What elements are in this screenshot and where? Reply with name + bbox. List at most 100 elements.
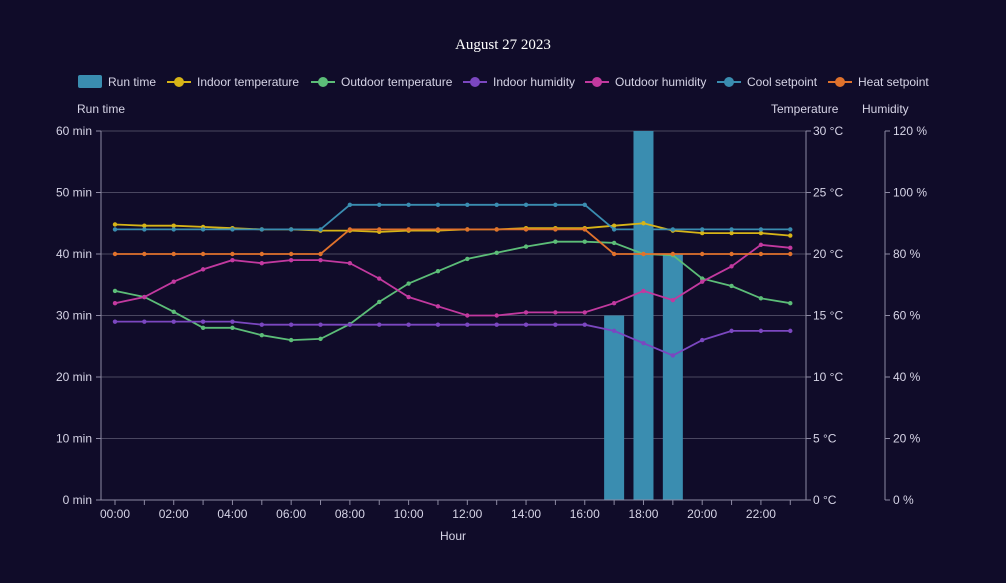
runtime-tick-label: 40 min	[56, 247, 92, 261]
indoor-humidity-point	[700, 337, 705, 343]
outdoor-humidity-point	[171, 279, 176, 284]
indoor-humidity-point	[611, 328, 617, 334]
indoor-humidity-point	[523, 322, 529, 327]
cool-setpoint-legend-marker	[724, 77, 734, 87]
cool-setpoint-point	[230, 227, 235, 232]
x-tick-label: 06:00	[276, 507, 306, 521]
outdoor-humidity-point	[700, 279, 705, 284]
outdoor-humidity-point	[670, 297, 676, 303]
temperature-tick-label: 0 °C	[813, 493, 837, 507]
outdoor-temperature-point	[523, 244, 529, 249]
x-tick-label: 20:00	[687, 507, 717, 521]
runtime-tick-label: 50 min	[56, 186, 92, 200]
outdoor-humidity-point	[641, 288, 646, 294]
cool-setpoint-point	[142, 227, 147, 232]
x-tick-label: 22:00	[746, 507, 776, 521]
indoor-humidity-legend-marker	[470, 77, 480, 87]
outdoor-temperature-point	[200, 325, 206, 330]
x-tick-label: 08:00	[335, 507, 365, 521]
cool-setpoint-point	[553, 202, 558, 207]
cool-setpoint-point	[465, 202, 470, 207]
outdoor-temperature-point	[230, 325, 235, 330]
indoor-humidity-point	[230, 319, 235, 324]
indoor-humidity-point	[465, 322, 470, 327]
runtime-tick-label: 0 min	[63, 493, 92, 507]
heat-setpoint-point	[142, 251, 147, 257]
indoor-humidity-point	[553, 322, 558, 327]
runtime-bar	[633, 131, 654, 500]
run-time-legend-swatch	[78, 75, 102, 88]
humidity-tick-label: 80 %	[893, 247, 921, 261]
heat-setpoint-line	[115, 228, 791, 255]
runtime-tick-label: 10 min	[56, 432, 92, 446]
heat-setpoint-legend-marker	[835, 77, 845, 87]
cool-setpoint-point	[582, 202, 587, 207]
runtime-tick-label: 20 min	[56, 370, 92, 384]
heat-setpoint-point	[347, 227, 353, 232]
cool-setpoint-point	[318, 227, 323, 232]
cool-setpoint-point	[259, 227, 264, 232]
heat-setpoint-legend-label: Heat setpoint	[858, 75, 929, 89]
cool-setpoint-point	[406, 202, 411, 207]
outdoor-temperature-point	[171, 309, 176, 315]
outdoor-humidity-point	[729, 264, 734, 269]
temperature-tick-label: 30 °C	[813, 124, 843, 138]
indoor-humidity-point	[494, 322, 499, 327]
outdoor-humidity-point	[230, 257, 235, 263]
indoor-humidity-point	[670, 353, 676, 358]
heat-setpoint-point	[200, 251, 206, 257]
heat-setpoint-point	[465, 227, 470, 232]
x-tick-label: 16:00	[570, 507, 600, 521]
cool-setpoint-point	[670, 227, 676, 232]
indoor-humidity-point	[142, 319, 147, 324]
x-tick-label: 14:00	[511, 507, 541, 521]
heat-setpoint-point	[700, 251, 705, 257]
indoor-temperature-point	[112, 222, 118, 227]
indoor-humidity-point	[288, 322, 294, 327]
cool-setpoint-point	[758, 227, 764, 232]
heat-setpoint-point	[377, 227, 382, 232]
indoor-humidity-point	[641, 340, 646, 346]
indoor-humidity-line	[115, 320, 791, 357]
temperature-tick-label: 5 °C	[813, 432, 837, 446]
x-tick-label: 04:00	[217, 507, 247, 521]
indoor-temperature-point	[729, 230, 734, 236]
heat-setpoint-point	[611, 251, 617, 257]
outdoor-temperature-point	[377, 299, 382, 305]
outdoor-humidity-point	[259, 261, 264, 266]
indoor-humidity-point	[377, 322, 382, 327]
cool-setpoint-point	[435, 202, 441, 207]
temperature-tick-label: 15 °C	[813, 309, 843, 323]
outdoor-temperature-point	[259, 332, 264, 338]
runtime-bar	[662, 254, 683, 500]
heat-setpoint-point	[523, 227, 529, 232]
outdoor-humidity-point	[377, 276, 382, 281]
x-tick-label: 02:00	[159, 507, 189, 521]
outdoor-temperature-legend-marker	[318, 77, 328, 87]
x-axis-title: Hour	[440, 529, 466, 543]
runtime-bar	[604, 315, 625, 500]
indoor-temperature-legend-label: Indoor temperature	[197, 75, 299, 89]
outdoor-temperature-point	[758, 296, 764, 301]
heat-setpoint-point	[318, 251, 323, 257]
heat-setpoint-point	[259, 251, 264, 257]
heat-setpoint-point	[553, 227, 558, 232]
cool-setpoint-point	[523, 202, 529, 207]
outdoor-humidity-point	[142, 294, 147, 300]
humidity-tick-label: 0 %	[893, 493, 914, 507]
indoor-temperature-point	[171, 223, 176, 228]
outdoor-temperature-point	[700, 276, 705, 281]
indoor-humidity-point	[259, 322, 264, 327]
x-tick-label: 18:00	[628, 507, 658, 521]
outdoor-humidity-point	[288, 257, 294, 263]
humidity-axis-title: Humidity	[862, 102, 909, 116]
indoor-temperature-legend-marker	[174, 77, 184, 87]
runtime-tick-label: 30 min	[56, 309, 92, 323]
outdoor-humidity-point	[406, 294, 411, 300]
outdoor-humidity-point	[112, 301, 118, 306]
cool-setpoint-point	[494, 202, 499, 207]
outdoor-temperature-point	[435, 269, 441, 274]
x-tick-label: 00:00	[100, 507, 130, 521]
humidity-tick-label: 20 %	[893, 432, 921, 446]
